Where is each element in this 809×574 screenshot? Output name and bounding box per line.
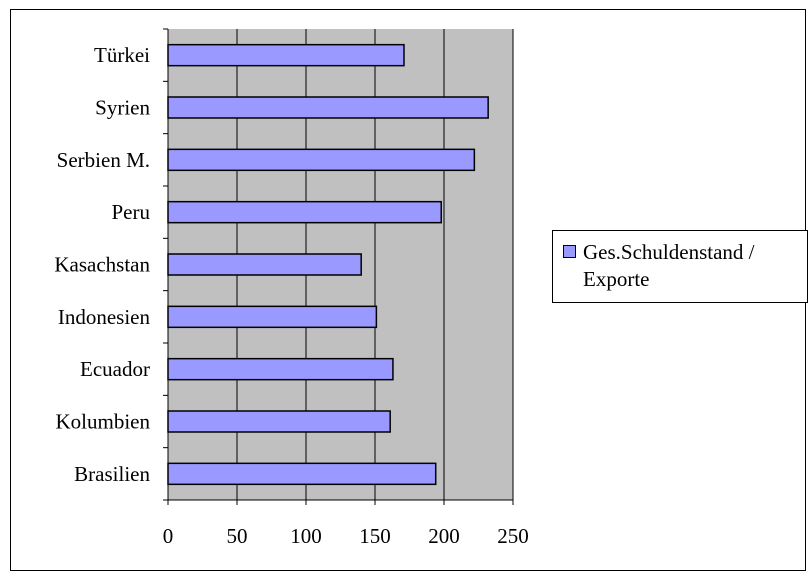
y-tick-label: Syrien xyxy=(95,96,150,120)
y-tick-label: Türkei xyxy=(94,43,150,67)
x-tick-label: 0 xyxy=(163,524,174,548)
legend-label: Ges.Schuldenstand / Exporte xyxy=(583,240,755,291)
bar-brasilien xyxy=(167,462,437,486)
bar-syrien xyxy=(167,96,489,119)
x-tick-label: 100 xyxy=(290,524,322,548)
y-tick-label: Peru xyxy=(112,200,151,224)
x-axis-labels: 0 50 100 150 200 250 xyxy=(163,524,529,548)
bar-kasachstan xyxy=(167,253,362,276)
bar-kolumbien xyxy=(167,410,391,433)
legend: Ges.Schuldenstand / Exporte xyxy=(552,230,808,303)
x-tick-label: 150 xyxy=(359,524,391,548)
bar-serbien-m- xyxy=(167,148,476,172)
bars xyxy=(167,43,489,486)
y-tick-label: Serbien M. xyxy=(57,148,150,172)
y-tick-label: Kasachstan xyxy=(54,253,150,277)
y-tick-label: Brasilien xyxy=(74,462,150,486)
bar-indonesien xyxy=(167,305,378,329)
bar-peru xyxy=(167,200,442,224)
y-tick-label: Indonesien xyxy=(58,305,151,329)
axes xyxy=(163,28,514,505)
y-axis-labels: Brasilien Kolumbien Ecuador Indonesien Kasac… xyxy=(54,43,150,486)
x-tick-label: 250 xyxy=(497,524,529,548)
y-tick-label: Ecuador xyxy=(80,357,150,381)
x-tick-label: 50 xyxy=(227,524,248,548)
bar-ecuador xyxy=(167,357,394,381)
y-tick-label: Kolumbien xyxy=(56,410,151,434)
bar-t-rkei xyxy=(167,43,405,67)
legend-swatch xyxy=(563,245,576,258)
x-tick-label: 200 xyxy=(428,524,460,548)
